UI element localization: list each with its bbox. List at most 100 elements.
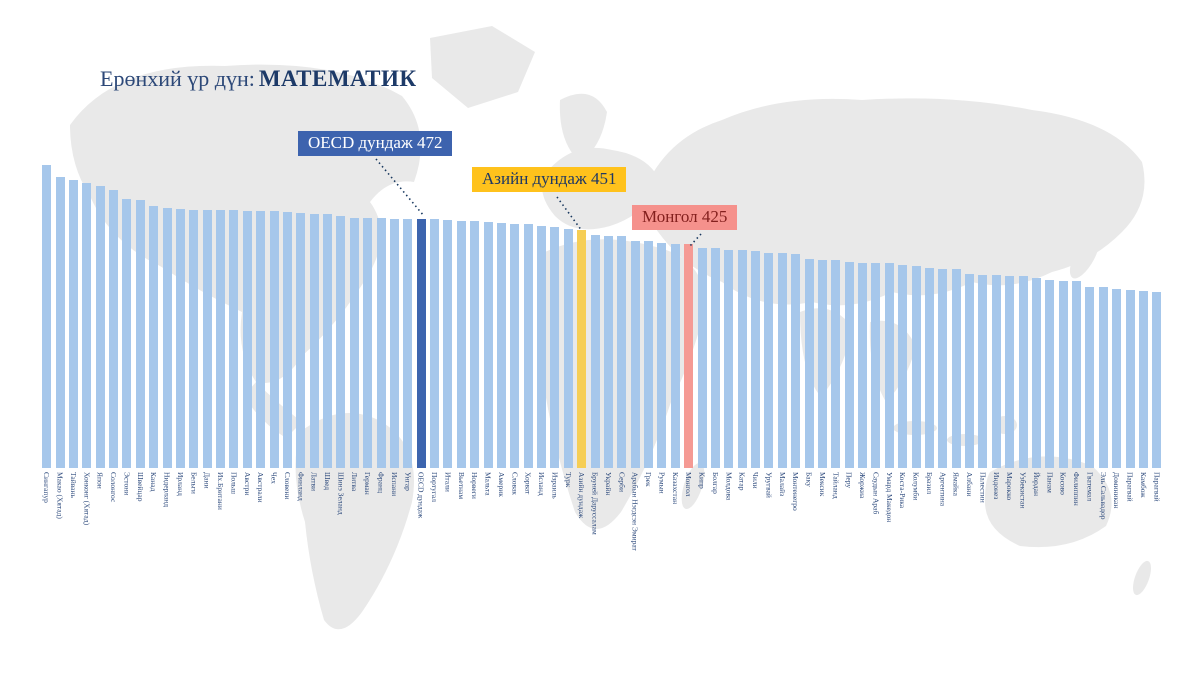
bar [724, 249, 734, 468]
axis-label: Португал [430, 472, 440, 502]
axis-label: Монгол [684, 472, 694, 497]
title-subject: МАТЕМАТИК [258, 66, 417, 91]
axis-label: Литва [349, 472, 359, 492]
axis-label: Катар [737, 472, 747, 491]
bar [644, 241, 654, 468]
bar [1045, 279, 1055, 468]
axis-label: Молдова [724, 472, 734, 501]
axis-label: Нидерланд [162, 472, 172, 508]
bar [403, 218, 413, 468]
bar [483, 222, 493, 468]
axis-label: Аргентина [938, 472, 948, 507]
axis-label: Латви [309, 472, 319, 492]
map-new-zealand [1132, 560, 1152, 596]
bar [42, 165, 52, 468]
bar [523, 224, 533, 468]
axis-labels: Сингапур Макао (Хятад) Тайвань Хонконг (Хят… [40, 472, 1164, 597]
axis-label: Хорват [523, 472, 533, 495]
map-japan [1069, 231, 1101, 279]
bar [991, 275, 1001, 468]
bar [844, 262, 854, 468]
axis-label: Перу [844, 472, 854, 489]
bar [804, 258, 814, 468]
bar [456, 220, 466, 468]
axis-label: Узбекистан [1018, 472, 1028, 509]
mongolia-label: Монгол 425 [642, 207, 728, 226]
axis-label: Филиппин [1072, 472, 1082, 506]
bar [68, 179, 78, 468]
axis-label: Австрали [256, 472, 266, 503]
bar [269, 211, 279, 468]
axis-label: Марокко [1005, 472, 1015, 501]
axis-label: Польш [229, 472, 239, 495]
bar [1112, 289, 1122, 468]
bar [1138, 290, 1148, 468]
axis-label: Албани [965, 472, 975, 497]
axis-label: Эстони [122, 472, 132, 496]
axis-label: Герман [363, 472, 373, 495]
oecd-average-label: OECD дундаж 472 [308, 133, 443, 152]
axis-label: Панам [1045, 472, 1055, 493]
axis-label: Колумби [911, 472, 921, 501]
bar [884, 263, 894, 468]
bar [162, 208, 172, 468]
bar [550, 226, 560, 468]
bar [1125, 289, 1135, 468]
map-australia [984, 456, 1112, 548]
axis-label: Эль Сальвадор [1098, 472, 1108, 520]
bar [256, 211, 266, 468]
bar [443, 219, 453, 468]
axis-label: Ямайка [951, 472, 961, 496]
bar [82, 183, 92, 468]
axis-label: Макао (Хятад) [55, 472, 65, 519]
bar [670, 244, 680, 468]
axis-label: Болгар [710, 472, 720, 494]
axis-label: Итали [443, 472, 453, 492]
axis-label: Палестин [978, 472, 988, 503]
axis-label: Коста-Рика [898, 472, 908, 509]
asia-average-label: Азийн дундаж 451 [482, 169, 617, 188]
bar [189, 210, 199, 468]
axis-label: Румын [657, 472, 667, 494]
axis-label: Баку [804, 472, 814, 487]
axis-label: Казахстан [670, 472, 680, 505]
bars [40, 165, 1164, 468]
bar [109, 190, 119, 468]
bar [470, 221, 480, 468]
axis-label: Австри [242, 472, 252, 496]
axis-label: Швед [323, 472, 333, 491]
bar-oecd-average [416, 219, 426, 468]
axis-label: Словак [510, 472, 520, 495]
bar [1098, 287, 1108, 468]
axis-label: Испани [389, 472, 399, 497]
bar [510, 223, 520, 468]
bar [1031, 277, 1041, 468]
bar [1005, 275, 1015, 468]
axis-label: Азийн дундаж [577, 472, 587, 519]
bar [229, 210, 239, 468]
bar [817, 259, 827, 468]
axis-label: Парагвай [1152, 472, 1162, 502]
bar [1058, 280, 1068, 468]
asia-average-callout: Азийн дундаж 451 [472, 167, 627, 192]
bar [55, 177, 65, 468]
axis-label: Швейцар [135, 472, 145, 502]
mongolia-callout: Монгол 425 [632, 205, 738, 230]
bar [978, 275, 988, 468]
bar [764, 252, 774, 468]
bar [349, 217, 359, 468]
axis-label: Хонконг (Хятад) [82, 472, 92, 526]
axis-label: Тайланд [831, 472, 841, 499]
title-prefix: Ерөнхий үр дүн: [100, 66, 255, 91]
axis-label: Финланд [296, 472, 306, 501]
bar [630, 240, 640, 468]
bar [175, 208, 185, 468]
bar [1018, 276, 1028, 468]
bar [1152, 291, 1162, 468]
bar [751, 250, 761, 468]
axis-label: Индонез [991, 472, 1001, 500]
axis-label: Саудын Араб [871, 472, 881, 515]
axis-label: Словени [282, 472, 292, 500]
axis-label: Бельги [189, 472, 199, 494]
bar [1072, 280, 1082, 468]
